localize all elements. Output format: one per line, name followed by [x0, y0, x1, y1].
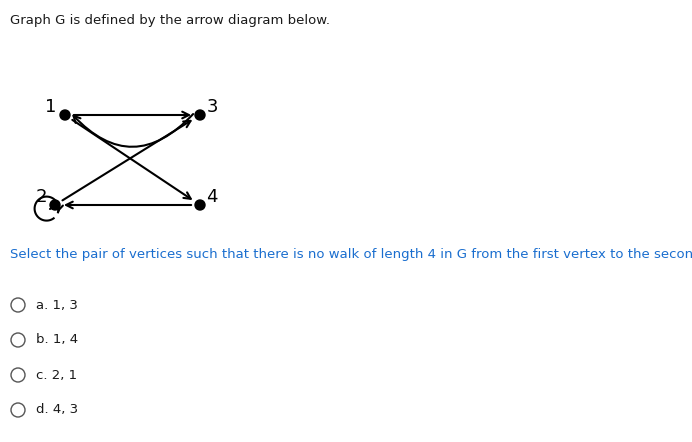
Text: Select the pair of vertices such that there is no walk of length 4 in G from the: Select the pair of vertices such that th… [10, 248, 692, 261]
Circle shape [50, 200, 60, 210]
Circle shape [195, 200, 205, 210]
Text: Graph G is defined by the arrow diagram below.: Graph G is defined by the arrow diagram … [10, 14, 330, 27]
Text: b. 1, 4: b. 1, 4 [36, 334, 78, 347]
Text: a. 1, 3: a. 1, 3 [36, 298, 78, 312]
Text: d. 4, 3: d. 4, 3 [36, 404, 78, 416]
Text: 2: 2 [35, 188, 47, 206]
Text: 3: 3 [206, 98, 218, 116]
Circle shape [60, 110, 70, 120]
Text: c. 2, 1: c. 2, 1 [36, 369, 77, 381]
Text: 1: 1 [45, 98, 57, 116]
Text: 4: 4 [206, 188, 218, 206]
Circle shape [195, 110, 205, 120]
